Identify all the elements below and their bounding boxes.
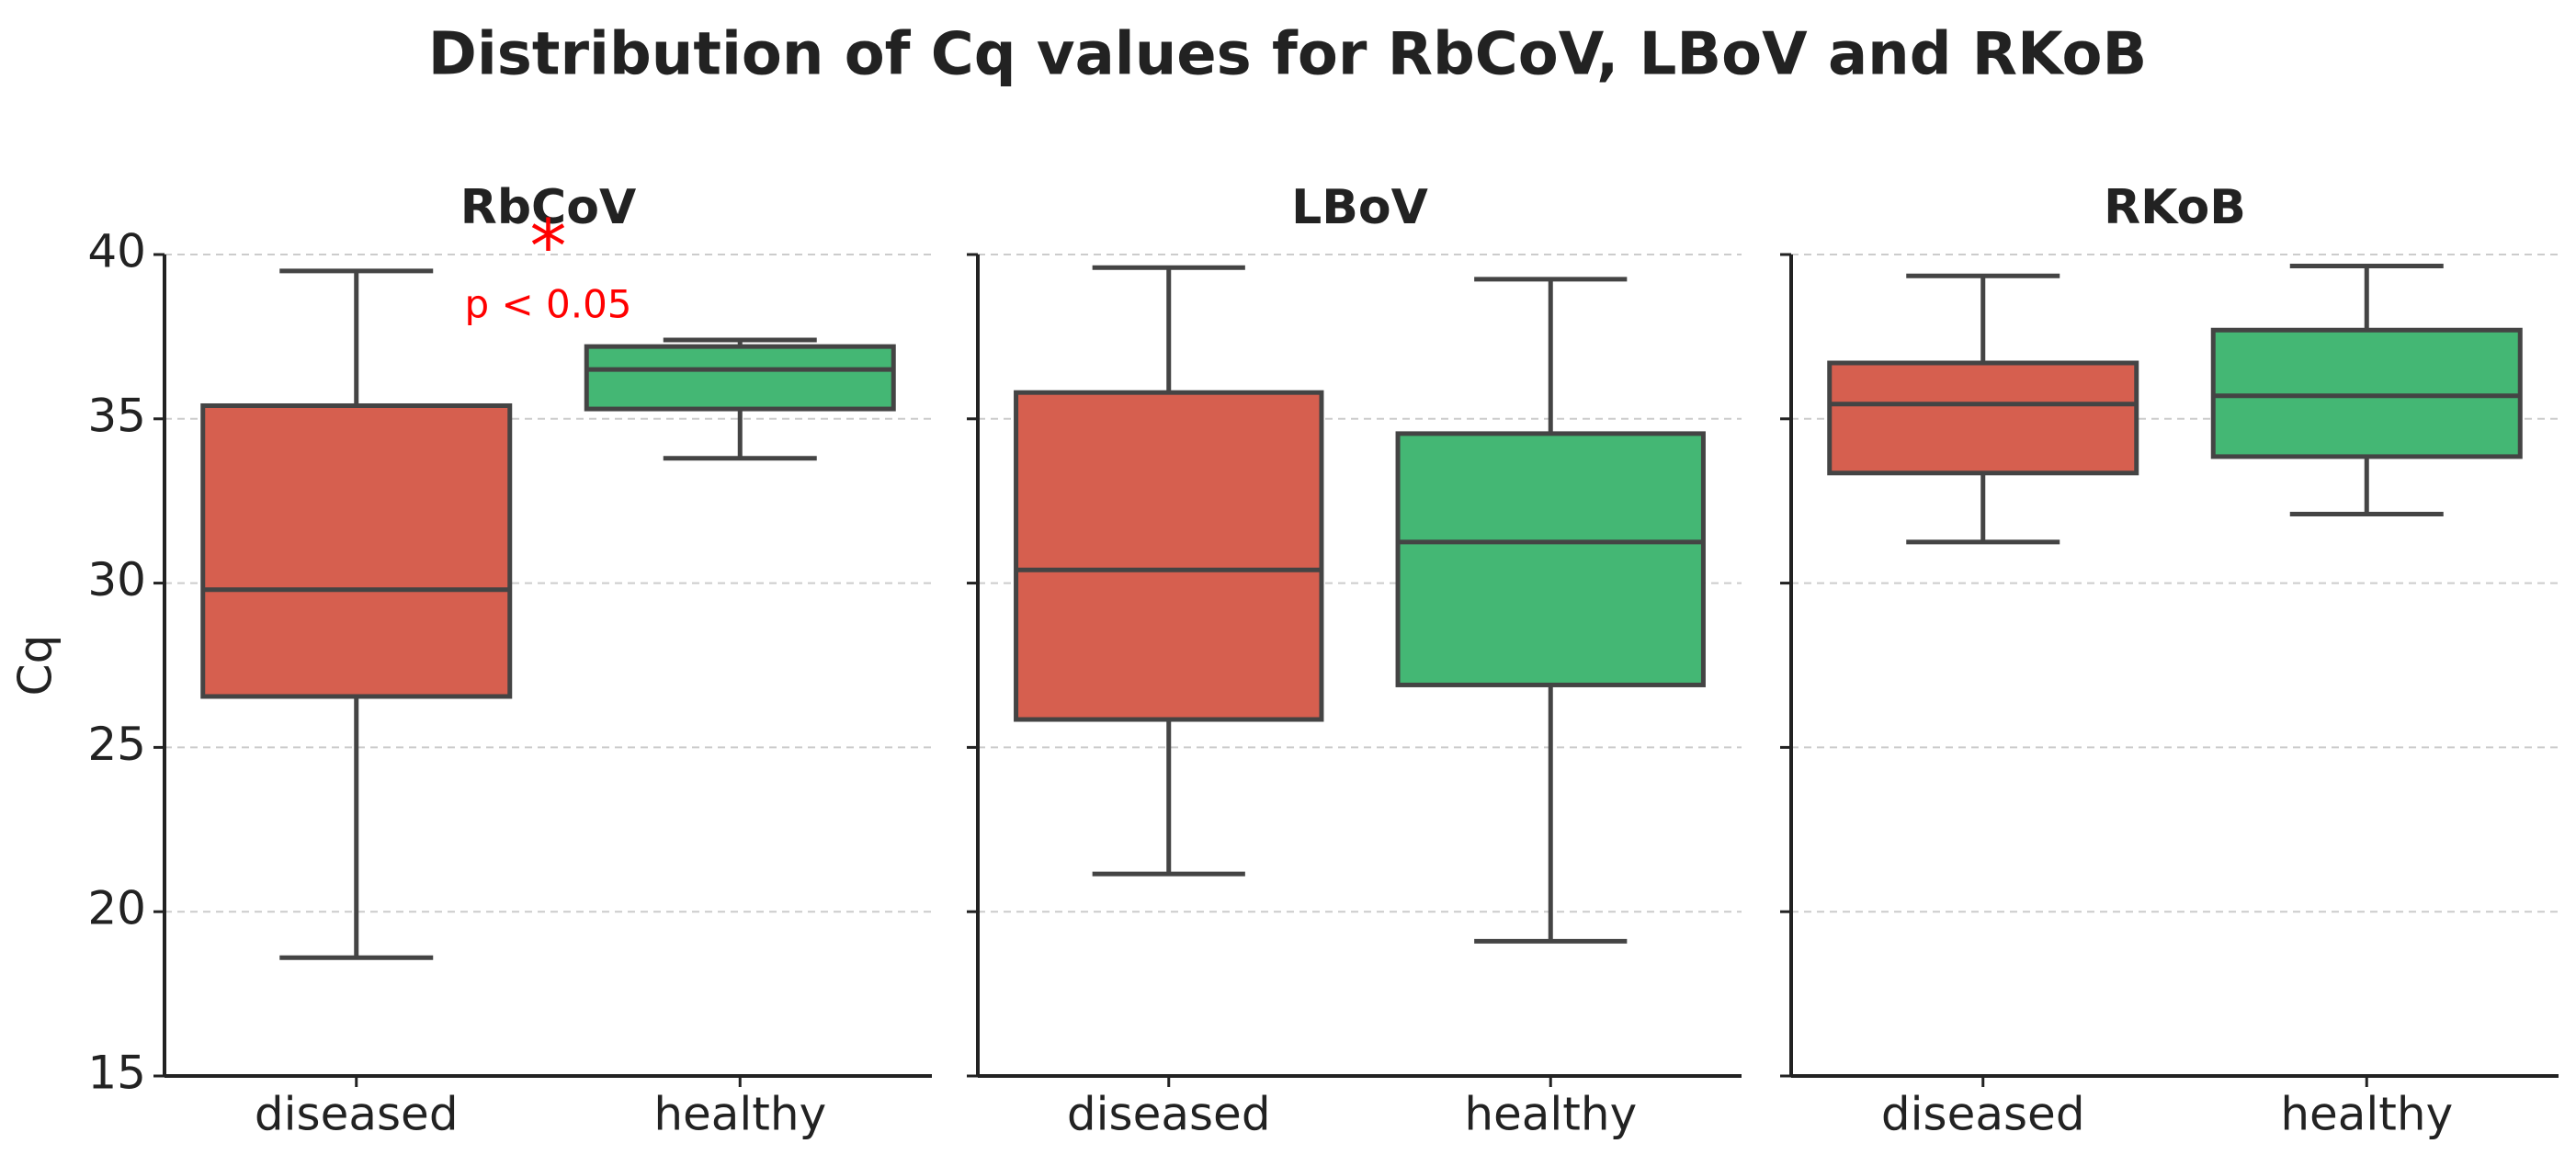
box xyxy=(1395,431,1706,687)
x-tick-label: diseased xyxy=(255,1088,459,1141)
y-tick-label: 40 xyxy=(87,225,146,278)
panel-title: LBoV xyxy=(1291,180,1428,235)
panel-title: RKoB xyxy=(2104,180,2246,235)
y-tick-label: 15 xyxy=(87,1047,146,1100)
y-tick-label: 25 xyxy=(87,718,146,771)
x-tick-label: healthy xyxy=(1464,1088,1637,1141)
x-tick-label: healthy xyxy=(2280,1088,2453,1141)
x-tick-label: diseased xyxy=(1067,1088,1271,1141)
box xyxy=(1827,360,2139,476)
box xyxy=(584,344,896,412)
x-tick-label: diseased xyxy=(1881,1088,2085,1141)
annotation-marker: * xyxy=(530,204,567,289)
y-axis-label: Cq xyxy=(9,635,62,696)
y-tick-label: 30 xyxy=(87,553,146,606)
box xyxy=(2210,327,2523,459)
box xyxy=(1014,390,1324,722)
box xyxy=(200,402,513,699)
annotation-text: p < 0.05 xyxy=(464,282,631,327)
y-tick-label: 35 xyxy=(87,389,146,442)
panel-title: RbCoV xyxy=(460,180,636,235)
x-tick-label: healthy xyxy=(653,1088,826,1141)
y-tick-label: 20 xyxy=(87,882,146,935)
chart-title: Distribution of Cq values for RbCoV, LBo… xyxy=(428,21,2148,89)
